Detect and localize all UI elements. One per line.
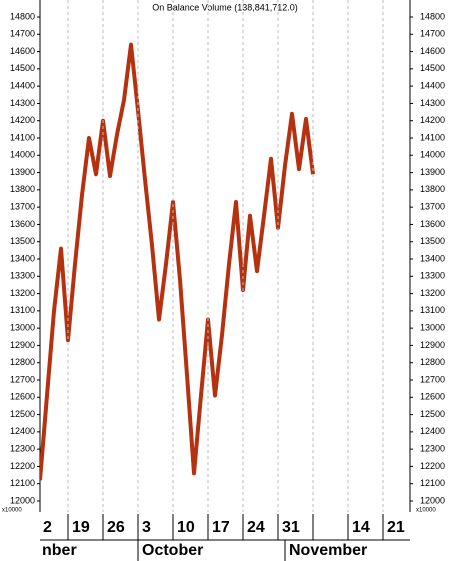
- y-tick-label: 14300: [420, 98, 445, 108]
- x-tick-label: 14: [352, 519, 370, 536]
- y-tick-label: 12100: [420, 478, 445, 488]
- y-tick-label: 13000: [420, 323, 445, 333]
- y-tick-label: 12300: [10, 444, 35, 454]
- y-tick-label: 13000: [10, 323, 35, 333]
- y-tick-label: 13500: [420, 236, 445, 246]
- y-tick-label: 12600: [10, 392, 35, 402]
- y-tick-label: 12700: [10, 374, 35, 384]
- y-tick-label: 13800: [420, 184, 445, 194]
- x-tick-label: 21: [387, 519, 405, 536]
- y-tick-label: 14400: [420, 81, 445, 91]
- y-tick-label: 14800: [420, 11, 445, 21]
- y-tick-label: 12800: [10, 357, 35, 367]
- y-tick-label: 12600: [420, 392, 445, 402]
- y-tick-label: 14100: [10, 132, 35, 142]
- y-tick-label: 13400: [420, 253, 445, 263]
- y-tick-label: 14600: [10, 46, 35, 56]
- y-tick-label: 12500: [420, 409, 445, 419]
- x-tick-label: 17: [212, 519, 230, 536]
- y-tick-label: 14400: [10, 81, 35, 91]
- x-tick-label: 31: [282, 519, 300, 536]
- x-tick-label: 10: [177, 519, 195, 536]
- y-tick-label: 14800: [10, 11, 35, 21]
- y-tick-label: 13900: [420, 167, 445, 177]
- y-tick-label: 13800: [10, 184, 35, 194]
- y-tick-label: 12500: [10, 409, 35, 419]
- y-tick-label: 12000: [420, 495, 445, 505]
- y-tick-label: 14700: [10, 29, 35, 39]
- series-line: [40, 42, 315, 481]
- y-tick-label: 12400: [10, 426, 35, 436]
- month-label: October: [142, 542, 203, 559]
- y-tick-label: 13600: [420, 219, 445, 229]
- y-tick-label: 14500: [420, 63, 445, 73]
- y-tick-label: 12800: [420, 357, 445, 367]
- y-tick-label: 13100: [10, 305, 35, 315]
- y-tick-label: 12000: [10, 495, 35, 505]
- y-tick-label: 13900: [10, 167, 35, 177]
- y-tick-label: 13300: [420, 271, 445, 281]
- y-tick-label: 13200: [420, 288, 445, 298]
- y-tick-label: 12900: [420, 340, 445, 350]
- y-tick-label: 14200: [420, 115, 445, 125]
- x-tick-label: 3: [142, 519, 151, 536]
- y-tick-label: 13700: [10, 202, 35, 212]
- x-tick-label: 26: [107, 519, 125, 536]
- y-tick-label: 14000: [420, 150, 445, 160]
- y-tick-label: 14200: [10, 115, 35, 125]
- month-label: nber: [42, 542, 77, 559]
- y-tick-label: 14100: [420, 132, 445, 142]
- y-tick-label: 12700: [420, 374, 445, 384]
- y-tick-label: 12200: [420, 461, 445, 471]
- chart-title: On Balance Volume (138,841,712.0): [152, 2, 298, 12]
- y-tick-label: 14500: [10, 63, 35, 73]
- month-label: November: [289, 542, 367, 559]
- y-unit-label: x10000: [2, 508, 22, 514]
- y-tick-label: 12300: [420, 444, 445, 454]
- y-tick-label: 14000: [10, 150, 35, 160]
- y-tick-label: 12400: [420, 426, 445, 436]
- y-tick-label: 13700: [420, 202, 445, 212]
- y-tick-label: 14300: [10, 98, 35, 108]
- y-tick-label: 13400: [10, 253, 35, 263]
- y-unit-label: x10000: [416, 508, 436, 514]
- y-tick-label: 13100: [420, 305, 445, 315]
- x-tick-label: 24: [247, 519, 265, 536]
- y-tick-label: 12200: [10, 461, 35, 471]
- y-tick-label: 14600: [420, 46, 445, 56]
- y-tick-label: 13300: [10, 271, 35, 281]
- y-tick-label: 12900: [10, 340, 35, 350]
- y-tick-label: 13500: [10, 236, 35, 246]
- x-tick-label: 19: [72, 519, 90, 536]
- y-tick-label: 12100: [10, 478, 35, 488]
- y-tick-label: 13200: [10, 288, 35, 298]
- y-tick-label: 13600: [10, 219, 35, 229]
- y-tick-label: 14700: [420, 29, 445, 39]
- x-tick-label: 2: [43, 519, 52, 536]
